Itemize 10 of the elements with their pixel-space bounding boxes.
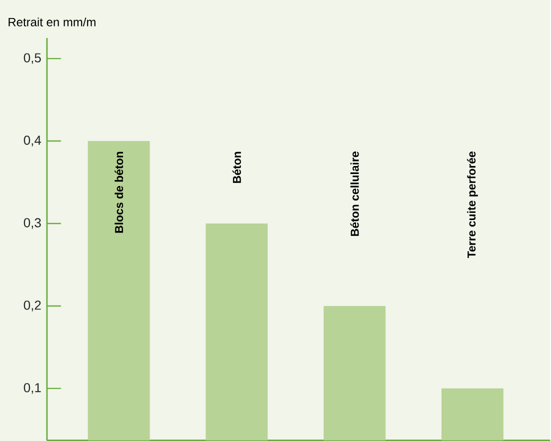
y-tick-label: 0,3: [24, 218, 41, 229]
y-tick-label: 0,2: [24, 300, 41, 312]
y-tick-label: 0,1: [24, 382, 41, 394]
x-tick-label: Béton: [232, 152, 241, 183]
x-tick-label: Béton cellulaire: [350, 151, 359, 236]
y-axis-title: Retrait en mm/m: [8, 17, 96, 26]
y-tick-label: 0,4: [24, 135, 42, 146]
y-tick-label: 0,5: [24, 53, 41, 64]
x-tick-label: Blocs de béton: [114, 152, 124, 233]
x-tick-label: Terre cuite perforée: [467, 151, 478, 258]
